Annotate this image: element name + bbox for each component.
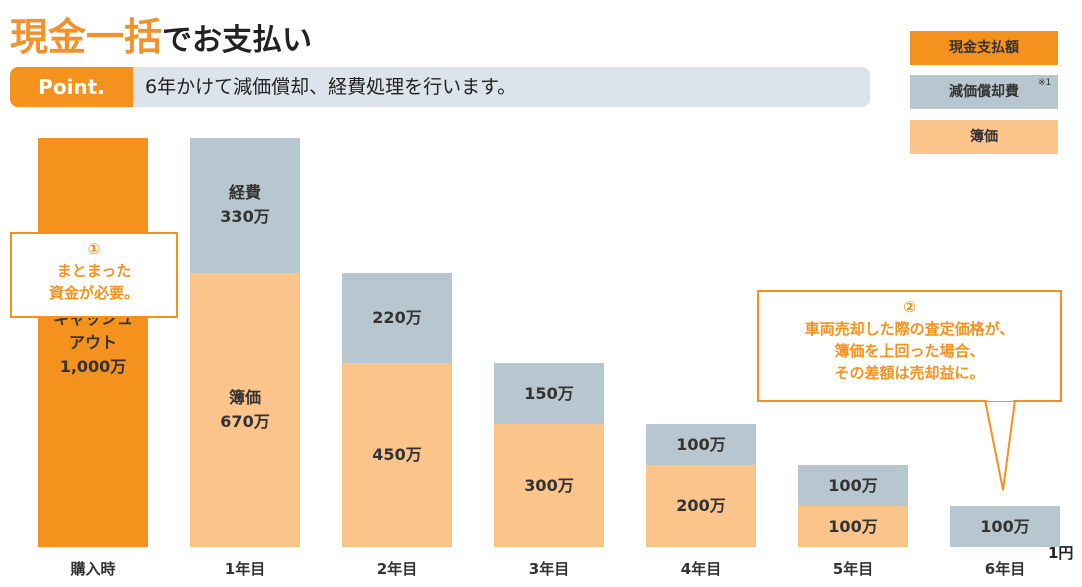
x-tick-label: 購入時: [70, 560, 116, 578]
x-tick-label: 3年目: [528, 560, 570, 578]
data-label: 200万: [676, 496, 726, 516]
bar: 220万: [342, 272, 452, 363]
bar: 100万: [798, 506, 908, 547]
legend-item: 減価償却費 ※1: [910, 75, 1058, 109]
legend-note: ※1: [1038, 78, 1052, 88]
x-tick-label: 2年目: [376, 560, 418, 578]
bar: 450万: [342, 362, 452, 547]
title-accent: 現金一括: [10, 14, 163, 59]
data-label: 220万: [372, 307, 422, 327]
data-label: 450万: [372, 444, 422, 464]
data-label: 150万: [524, 383, 574, 403]
x-tick-label: 5年目: [832, 560, 874, 578]
bar: 150万: [494, 362, 604, 425]
bar: 100万: [950, 506, 1060, 547]
callout: ① まとまった 資金が必要。: [10, 232, 178, 318]
data-label: 100万: [828, 475, 878, 495]
point-badge: Point.: [10, 67, 133, 107]
bar: 200万: [646, 465, 756, 547]
bar: 簿価 670万: [190, 272, 300, 547]
title: 現金一括でお支払い: [10, 6, 312, 61]
bar: 100万: [646, 424, 756, 466]
data-label: 300万: [524, 475, 574, 495]
data-label: 経費 330万: [220, 183, 270, 227]
data-label: 簿価 670万: [220, 387, 270, 431]
data-label: 100万: [828, 516, 878, 536]
bar: 100万: [798, 465, 908, 507]
data-label: 100万: [980, 516, 1030, 536]
x-tick-label: 4年目: [680, 560, 722, 578]
bar: 300万: [494, 424, 604, 547]
legend-item: 簿価: [910, 120, 1058, 154]
point-text: 6年かけて減価償却、経費処理を行います。: [133, 67, 870, 107]
data-label: 100万: [676, 434, 726, 454]
data-label: 1円: [1048, 544, 1074, 562]
legend-item: 現金支払額: [910, 31, 1058, 65]
title-rest: でお支払い: [162, 23, 313, 58]
callout: ② 車両売却した際の査定価格が、 簿価を上回った場合、 その差額は売却益に。: [757, 290, 1062, 402]
x-tick-label: 6年目: [984, 560, 1026, 578]
bar: キャッシュ アウト 1,000万: [38, 138, 148, 547]
tail-cover: [987, 398, 1013, 401]
tail: [983, 399, 1017, 491]
x-tick-label: 1年目: [224, 560, 266, 578]
bar: 経費 330万: [190, 138, 300, 273]
